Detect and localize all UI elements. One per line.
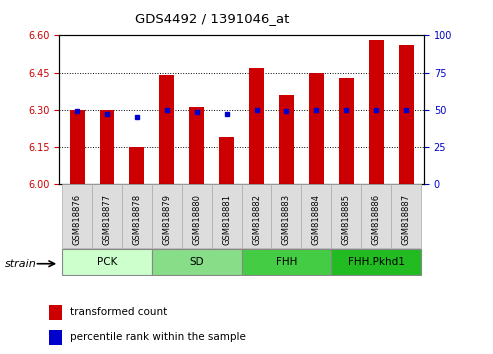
Bar [361,184,391,248]
Bar [182,184,211,248]
Text: GSM818885: GSM818885 [342,194,351,245]
Bar [398,45,414,184]
Text: GSM818886: GSM818886 [372,194,381,245]
Bar [219,137,234,184]
Bar [331,249,421,275]
Bar [152,184,182,248]
Text: FHH: FHH [276,257,297,267]
Bar [272,184,301,248]
Text: PCK: PCK [97,257,117,267]
Bar [369,40,384,184]
Text: GSM818882: GSM818882 [252,194,261,245]
Text: FHH.Pkhd1: FHH.Pkhd1 [348,257,405,267]
Bar [301,184,331,248]
Bar [152,249,242,275]
Bar [62,249,152,275]
Bar [331,184,361,248]
Text: GSM818880: GSM818880 [192,194,201,245]
Text: GSM818884: GSM818884 [312,194,321,245]
Bar [339,78,353,184]
Bar [211,184,242,248]
Bar [62,184,92,248]
Text: GSM818877: GSM818877 [103,194,111,245]
Text: GDS4492 / 1391046_at: GDS4492 / 1391046_at [135,12,289,25]
Bar [49,305,62,320]
Bar [49,330,62,344]
Text: GSM818887: GSM818887 [401,194,411,245]
Text: GSM818883: GSM818883 [282,194,291,245]
Bar [189,107,204,184]
Text: transformed count: transformed count [70,307,167,317]
Text: strain: strain [5,259,36,269]
Text: GSM818881: GSM818881 [222,194,231,245]
Text: percentile rank within the sample: percentile rank within the sample [70,332,246,342]
Bar [70,110,85,184]
Text: GSM818876: GSM818876 [72,194,82,245]
Bar [122,184,152,248]
Text: SD: SD [189,257,204,267]
Bar [242,249,331,275]
Bar [100,110,114,184]
Bar [130,147,144,184]
Text: GSM818879: GSM818879 [162,194,171,245]
Text: GSM818878: GSM818878 [133,194,141,245]
Bar [279,95,294,184]
Bar [92,184,122,248]
Bar [242,184,272,248]
Bar [391,184,421,248]
Bar [159,75,175,184]
Bar [309,73,324,184]
Bar [249,68,264,184]
